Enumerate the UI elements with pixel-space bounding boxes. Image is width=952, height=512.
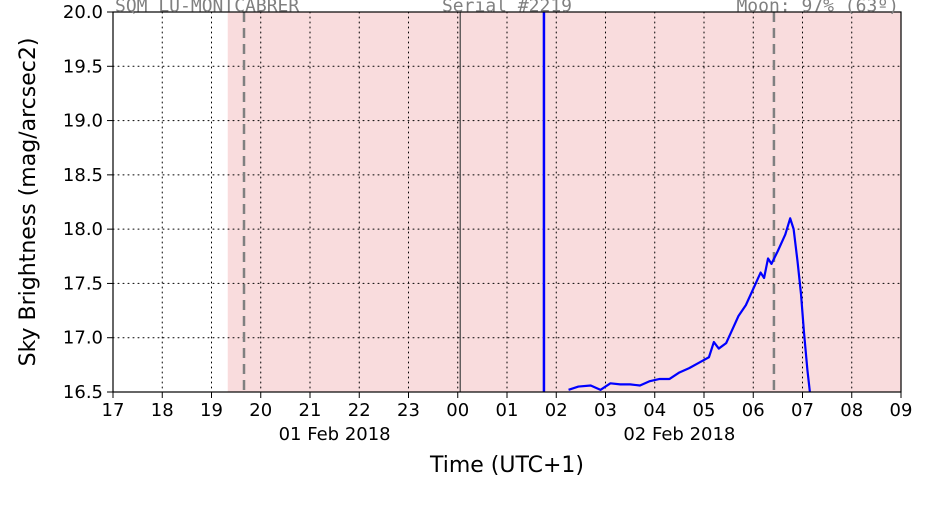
y-tick-label: 17.0 (63, 328, 103, 349)
x-tick-label: 05 (693, 400, 716, 421)
x-tick-label: 03 (594, 400, 617, 421)
y-tick-label: 18.5 (63, 165, 103, 186)
header-right: Moon: 97% (63º) (736, 0, 899, 17)
x-tick-label: 06 (742, 400, 765, 421)
y-tick-label: 19.5 (63, 56, 103, 77)
x-tick-label: 19 (200, 400, 223, 421)
date-label: 02 Feb 2018 (623, 424, 735, 445)
x-tick-label: 01 (496, 400, 519, 421)
header-left: SQM LU-MONTCABRER (115, 0, 299, 17)
date-label: 01 Feb 2018 (279, 424, 391, 445)
x-tick-label: 21 (299, 400, 322, 421)
x-tick-label: 07 (791, 400, 814, 421)
chart-svg: 17 18 19 20 21 22 23 00 01 02 03 04 05 06 07 08 09 16.5 17… (0, 0, 952, 512)
y-tick-label: 18.0 (63, 219, 103, 240)
x-tick-label: 22 (348, 400, 371, 421)
sky-brightness-chart: 17 18 19 20 21 22 23 00 01 02 03 04 05 06 07 08 09 16.5 17… (0, 0, 952, 512)
header-center: Serial #2219 (442, 0, 572, 17)
x-tick-label: 08 (840, 400, 863, 421)
y-axis-label: Sky Brightness (mag/arcsec2) (16, 38, 41, 367)
x-tick-label: 18 (151, 400, 174, 421)
y-tick-label: 17.5 (63, 273, 103, 294)
x-tick-label: 00 (446, 400, 469, 421)
x-tick-label: 02 (545, 400, 568, 421)
y-tick-label: 19.0 (63, 111, 103, 132)
y-tick-label: 16.5 (63, 382, 103, 403)
x-tick-label: 17 (102, 400, 125, 421)
x-tick-label: 09 (890, 400, 913, 421)
y-tick-label: 20.0 (63, 2, 103, 23)
x-tick-label: 20 (249, 400, 272, 421)
x-axis-label: Time (UTC+1) (429, 453, 584, 478)
moon-shaded-region (228, 12, 901, 392)
x-tick-label: 04 (643, 400, 666, 421)
x-tick-label: 23 (397, 400, 420, 421)
